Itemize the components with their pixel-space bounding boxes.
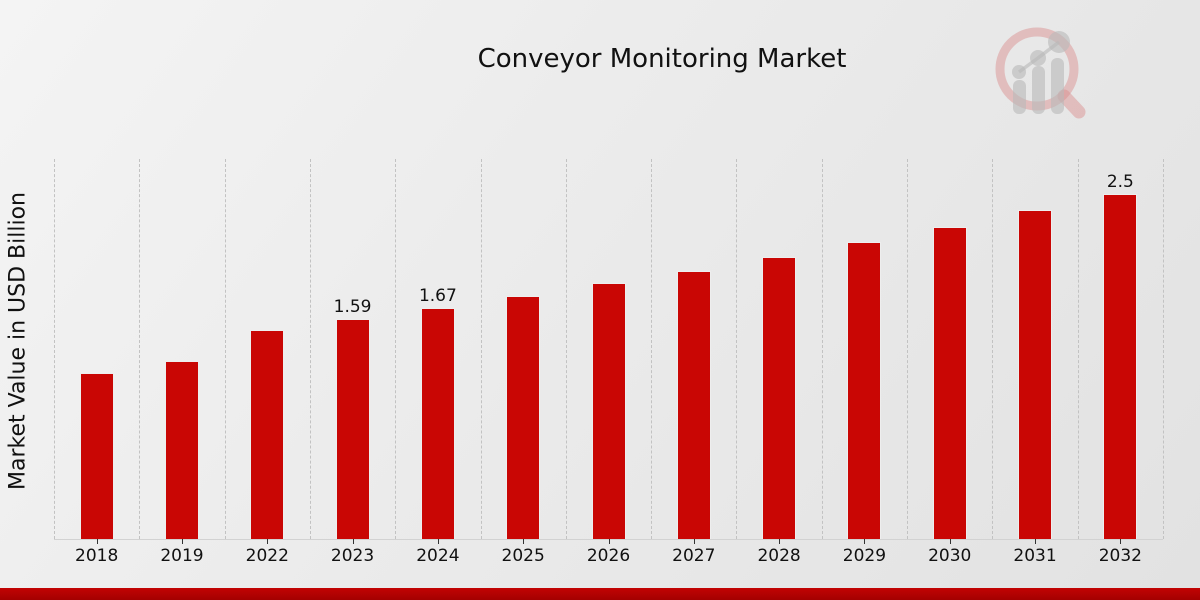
x-axis-tick bbox=[181, 539, 183, 544]
magnifier-growth-chart-logo-icon bbox=[995, 27, 1086, 119]
x-tick-label-2026: 2026 bbox=[586, 546, 631, 566]
x-axis-tick bbox=[864, 539, 866, 544]
gridline bbox=[1163, 159, 1164, 539]
x-tick-label-2032: 2032 bbox=[1098, 546, 1142, 566]
x-axis-tick bbox=[1035, 539, 1037, 544]
bar-value-label-2023: 1.59 bbox=[333, 297, 372, 318]
bar-value-label-2032: 2.5 bbox=[1106, 171, 1134, 192]
x-tick-label-2024: 2024 bbox=[416, 546, 460, 566]
bottom-accent-strip bbox=[0, 588, 1200, 600]
gridline bbox=[139, 159, 141, 539]
gridline bbox=[54, 159, 55, 539]
bar-2022 bbox=[250, 330, 285, 539]
x-axis-tick bbox=[693, 539, 695, 544]
bar-2027 bbox=[676, 270, 711, 539]
x-tick-label-2028: 2028 bbox=[757, 546, 801, 566]
x-axis-tick bbox=[96, 539, 98, 544]
gridline bbox=[224, 159, 226, 539]
x-axis-tick bbox=[437, 539, 439, 544]
gridline bbox=[1077, 159, 1079, 539]
gridline bbox=[736, 159, 738, 539]
bar-value-label-2024: 1.67 bbox=[418, 286, 457, 307]
gridline bbox=[565, 159, 567, 539]
x-tick-label-2031: 2031 bbox=[1013, 546, 1057, 566]
bar-2023 bbox=[335, 319, 370, 539]
x-axis-tick bbox=[949, 539, 951, 544]
gridline bbox=[309, 159, 311, 539]
gridline bbox=[651, 159, 653, 539]
x-tick-label-2019: 2019 bbox=[160, 546, 204, 566]
bar-2031 bbox=[1018, 210, 1053, 539]
bar-2030 bbox=[932, 226, 967, 539]
x-tick-label-2029: 2029 bbox=[842, 546, 887, 566]
x-tick-label-2018: 2018 bbox=[75, 546, 119, 566]
x-axis-labels: 2018 2019 2022 2023 2024 2025 2026 2027 2028 2029… bbox=[54, 546, 1163, 570]
x-tick-label-2030: 2030 bbox=[928, 546, 972, 566]
bar-2019 bbox=[164, 360, 199, 539]
x-axis-tick bbox=[1120, 539, 1122, 544]
bar-2032 bbox=[1103, 193, 1138, 539]
x-tick-label-2027: 2027 bbox=[672, 546, 716, 566]
gridline bbox=[992, 159, 994, 539]
x-tick-label-2022: 2022 bbox=[245, 546, 289, 566]
bar-2025 bbox=[506, 295, 541, 539]
x-axis-tick bbox=[779, 539, 781, 544]
x-tick-label-2025: 2025 bbox=[501, 546, 545, 566]
plot-area: 1.59 1.67 2.5 bbox=[54, 159, 1164, 544]
x-axis-tick bbox=[608, 539, 610, 544]
x-tick-label-2023: 2023 bbox=[330, 546, 375, 566]
bar-2018 bbox=[79, 373, 114, 539]
gridline bbox=[480, 159, 482, 539]
bar-2026 bbox=[591, 283, 626, 539]
x-axis-tick bbox=[267, 539, 269, 544]
bar-2028 bbox=[762, 257, 797, 539]
x-axis-tick bbox=[523, 539, 525, 544]
x-axis-tick bbox=[352, 539, 354, 544]
y-axis-label: Market Value in USD Billion bbox=[5, 191, 31, 491]
gridline bbox=[395, 159, 397, 539]
bar-2029 bbox=[847, 241, 882, 539]
chart-title: Conveyor Monitoring Market bbox=[477, 44, 847, 74]
gridline bbox=[821, 159, 823, 539]
bar-2024 bbox=[420, 308, 455, 539]
gridline bbox=[907, 159, 909, 539]
